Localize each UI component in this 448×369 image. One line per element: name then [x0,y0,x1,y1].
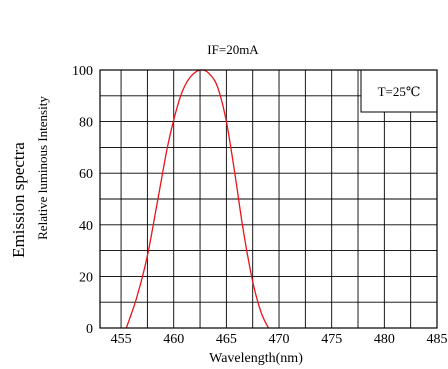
y-axis-label-sub: Relative luminous Intensity [35,96,50,240]
y-tick-label: 60 [79,167,93,182]
chart-title: IF=20mA [207,42,259,57]
x-tick-label: 480 [374,332,395,347]
y-tick-label: 0 [86,322,93,337]
x-tick-label: 470 [269,332,290,347]
y-tick-label: 80 [79,116,93,131]
y-tick-label: 100 [72,64,93,79]
y-tick-label: 20 [79,270,93,285]
y-axis-label-main: Emission spectra [9,142,28,258]
condition-box [360,69,438,113]
y-tick-label: 40 [79,219,93,234]
y-tick-labels: 0 20 40 60 80 100 [72,64,93,337]
x-tick-label: 460 [163,332,184,347]
x-tick-label: 475 [321,332,342,347]
temperature-annotation: T=25℃ [378,84,421,99]
x-tick-label: 455 [111,332,132,347]
x-tick-label: 465 [216,332,237,347]
x-tick-label: 485 [427,332,448,347]
plot-frame [99,69,438,329]
x-tick-labels: 455 460 465 470 475 480 485 [111,332,448,347]
x-axis-label: Wavelength(nm) [209,351,303,366]
